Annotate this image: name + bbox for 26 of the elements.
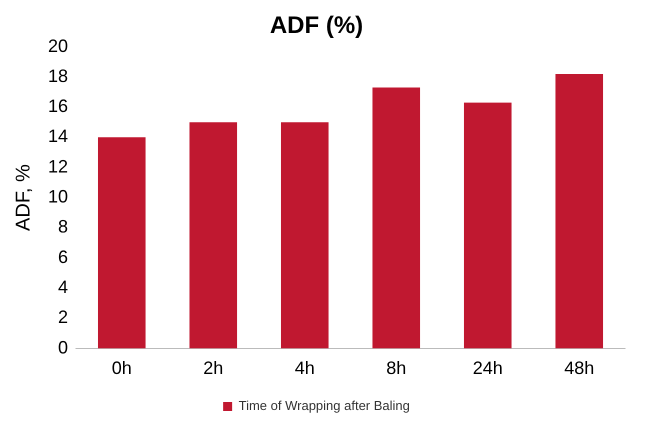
y-tick-label: 6 [58,246,68,267]
y-tick-label: 16 [48,96,68,116]
y-tick-label: 12 [48,156,68,176]
x-tick-label: 0h [112,358,132,378]
bar [98,137,146,348]
y-tick-label: 14 [48,126,68,146]
y-tick-label: 2 [58,307,68,328]
bar [189,122,238,348]
chart-title: ADF (%) [270,12,364,40]
bar [555,74,604,348]
x-tick-label: 4h [294,358,315,378]
bar [372,88,420,348]
y-tick-label: 0 [58,337,68,358]
y-axis-title: ADF, % [12,164,35,231]
y-tick-label: 10 [48,186,68,207]
x-tick-label: 2h [203,358,224,378]
legend-label: Time of Wrapping after Baling [238,398,410,414]
x-tick-label: 8h [386,358,406,378]
bar [464,102,512,348]
y-tick-label: 18 [48,66,68,86]
y-tick-label: 20 [48,36,68,56]
x-tick-label: 24h [472,358,503,378]
x-tick-label: 48h [564,358,594,378]
bar [280,122,329,348]
y-tick-label: 8 [58,216,68,237]
y-tick-label: 4 [58,277,68,298]
